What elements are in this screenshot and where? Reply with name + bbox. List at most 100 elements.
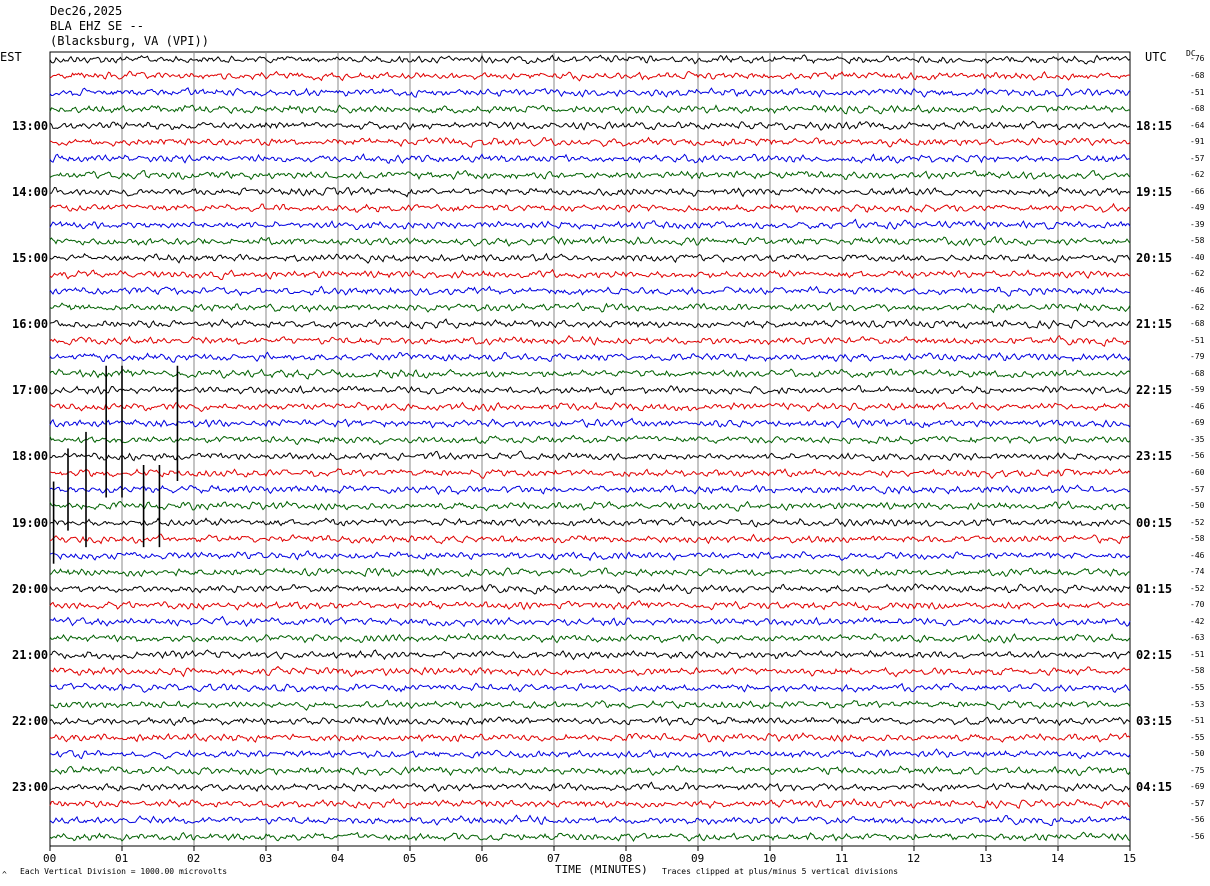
dc-offset-label: -35 <box>1190 434 1205 444</box>
x-tick-label: 02 <box>187 852 201 865</box>
dc-offset-label: -46 <box>1190 550 1205 560</box>
clip-note: Traces clipped at plus/minus 5 vertical … <box>662 867 899 876</box>
left-hour-label: 19:00 <box>12 515 49 530</box>
dc-offset-label: -51 <box>1190 716 1205 726</box>
dc-offset-label: -68 <box>1190 104 1205 114</box>
seismic-trace <box>49 468 1131 480</box>
dc-offset-label: -42 <box>1190 616 1205 626</box>
dc-offset-label: -55 <box>1190 732 1205 742</box>
seismic-trace <box>50 765 1131 777</box>
dc-offset-label: -56 <box>1190 451 1205 461</box>
x-tick-label: 03 <box>259 852 273 865</box>
x-tick-label: 12 <box>907 852 921 865</box>
dc-offset-label: -57 <box>1190 798 1205 808</box>
dc-offset-label: -55 <box>1190 683 1205 693</box>
seismic-trace <box>49 450 1131 462</box>
seismic-trace <box>49 401 1131 413</box>
seismic-trace <box>49 252 1131 264</box>
dc-offset-label: -56 <box>1190 831 1205 841</box>
dc-offset-label: -62 <box>1190 170 1205 180</box>
date-label: Dec26,2025 <box>50 4 123 18</box>
dc-offset-label: -68 <box>1190 368 1205 378</box>
seismic-trace <box>49 615 1131 628</box>
dc-offset-label: -59 <box>1190 385 1205 395</box>
dc-offset-label: -46 <box>1190 286 1205 296</box>
seismic-trace <box>49 318 1131 330</box>
seismic-trace <box>49 153 1131 164</box>
dc-offset-label: -51 <box>1190 649 1205 659</box>
left-hour-label: 14:00 <box>12 184 49 199</box>
left-axis-title: EST <box>0 50 22 64</box>
dc-offset-label: -68 <box>1190 319 1205 329</box>
dc-offset-label: -62 <box>1190 269 1205 279</box>
x-tick-label: 04 <box>331 852 345 865</box>
dc-offset-label: -63 <box>1190 633 1205 643</box>
dc-offset-label: -57 <box>1190 484 1205 494</box>
seismic-trace <box>49 649 1131 661</box>
x-tick-label: 05 <box>403 852 417 865</box>
seismic-trace <box>49 104 1131 115</box>
left-hour-label: 23:00 <box>12 780 49 795</box>
seismic-trace <box>49 831 1131 843</box>
dc-offset-label: -50 <box>1190 501 1205 511</box>
left-hour-label: 15:00 <box>12 250 49 265</box>
seismic-trace <box>49 434 1131 446</box>
seismic-trace <box>49 186 1131 198</box>
location-label: (Blacksburg, VA (VPI)) <box>50 34 209 48</box>
seismic-trace <box>49 218 1131 231</box>
dc-offset-label: -58 <box>1190 236 1205 246</box>
left-hour-label: 21:00 <box>12 647 49 662</box>
seismic-trace <box>49 699 1131 711</box>
dc-offset-label: -56 <box>1190 815 1205 825</box>
right-hour-label: 22:15 <box>1136 383 1173 398</box>
right-hour-label: 18:15 <box>1136 118 1173 133</box>
dc-offset-label: -53 <box>1190 699 1205 709</box>
right-hour-label: 19:15 <box>1136 184 1173 199</box>
x-tick-label: 00 <box>43 852 57 865</box>
seismic-trace <box>49 202 1131 213</box>
dc-offset-label: -68 <box>1190 70 1205 80</box>
dc-offset-label: -51 <box>1190 335 1205 345</box>
left-hour-label: 22:00 <box>12 714 49 729</box>
seismic-trace <box>49 748 1131 760</box>
seismic-trace <box>49 732 1131 743</box>
seismic-trace <box>49 500 1131 512</box>
right-hour-label: 00:15 <box>1136 515 1173 530</box>
right-hour-label: 04:15 <box>1136 780 1173 795</box>
seismic-trace <box>49 285 1131 297</box>
seismic-trace <box>49 781 1131 793</box>
seismic-trace <box>49 665 1131 678</box>
x-tick-label: 08 <box>619 852 633 865</box>
x-tick-label: 14 <box>1051 852 1065 865</box>
dc-offset-label: -66 <box>1190 186 1205 196</box>
right-hour-label: 02:15 <box>1136 647 1173 662</box>
x-tick-label: 15 <box>1123 852 1137 865</box>
seismic-trace <box>49 567 1131 578</box>
left-hour-label: 20:00 <box>12 581 49 596</box>
seismic-trace <box>49 417 1131 429</box>
seismic-trace <box>49 798 1131 810</box>
right-hour-label: 21:15 <box>1136 317 1173 332</box>
station-label: BLA EHZ SE -- <box>50 19 144 33</box>
x-tick-label: 09 <box>691 852 705 865</box>
seismic-trace <box>49 484 1131 496</box>
x-tick-label: 13 <box>979 852 993 865</box>
seismic-trace <box>49 351 1131 363</box>
left-hour-label: 13:00 <box>12 118 49 133</box>
x-tick-label: 06 <box>475 852 489 865</box>
dc-offset-label: -50 <box>1190 749 1205 759</box>
seismic-trace <box>49 550 1131 562</box>
plot-frame <box>49 51 1131 847</box>
seismic-trace <box>49 716 1131 727</box>
right-axis-title: UTC <box>1145 50 1167 64</box>
seismic-trace <box>49 533 1131 545</box>
seismic-trace <box>49 301 1131 314</box>
dc-offset-label: -52 <box>1190 517 1205 527</box>
x-tick-label: 01 <box>115 852 129 865</box>
seismic-trace <box>49 632 1131 644</box>
dc-offset-label: -49 <box>1190 203 1205 213</box>
dc-offset-label: -58 <box>1190 666 1205 676</box>
seismic-trace <box>49 268 1131 281</box>
dc-offset-label: -40 <box>1190 252 1205 262</box>
